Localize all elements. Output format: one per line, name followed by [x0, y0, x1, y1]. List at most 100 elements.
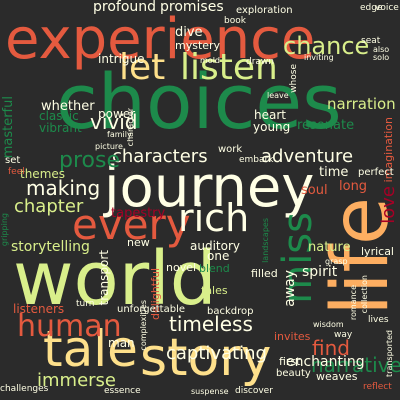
word-collection: collection — [360, 275, 369, 314]
word-inviting: inviting — [304, 53, 334, 62]
word-chance: chance — [283, 32, 370, 60]
word-character: character — [126, 108, 135, 147]
word-lyrical: lyrical — [361, 245, 394, 258]
word-also: also — [373, 45, 390, 54]
word-characters: characters — [112, 146, 208, 167]
word-feel: feel — [8, 167, 25, 177]
word-picture: picture — [95, 142, 123, 151]
word-profound: profound — [93, 0, 157, 15]
word-transported: transported — [385, 330, 394, 377]
word-book: book — [224, 16, 246, 26]
word-auditory: auditory — [190, 239, 240, 253]
word-suspense: suspense — [191, 387, 229, 396]
word-find: find — [312, 336, 350, 360]
word-exploration: exploration — [236, 5, 293, 16]
word-soul: soul — [301, 183, 328, 198]
word-vivid: vivid — [90, 110, 138, 134]
word-prose: prose — [59, 148, 120, 173]
word-long: long — [339, 179, 368, 194]
word-blend: blend — [199, 262, 230, 275]
word-dive: dive — [175, 25, 203, 40]
word-narration: narration — [327, 95, 396, 113]
word-edge: edge — [360, 3, 383, 13]
word-intrigue: intrigue — [98, 52, 145, 66]
word-making: making — [26, 176, 101, 200]
word-whether: whether — [41, 99, 95, 114]
word-complexities: complexities — [139, 300, 148, 351]
word-adventure: adventure — [261, 146, 354, 167]
word-romance: romance — [349, 285, 358, 321]
word-immerse: immerse — [37, 370, 116, 391]
word-narrative: narrative — [311, 353, 400, 377]
word-storytelling: storytelling — [11, 239, 90, 255]
word-embark: embark — [239, 155, 274, 165]
word-work: work — [218, 144, 243, 155]
word-enchanting: enchanting — [286, 354, 365, 370]
word-mystery: mystery — [175, 39, 221, 52]
word-discover: discover — [235, 386, 273, 396]
word-unforgettable: unforgettable — [117, 304, 185, 315]
word-family: family — [107, 130, 132, 139]
word-beauty: beauty — [276, 368, 311, 379]
word-let: let — [119, 47, 166, 88]
word-world: world — [13, 236, 217, 322]
word-listeners: listeners — [13, 302, 65, 316]
word-spirit: spirit — [302, 264, 338, 280]
word-journey: journey — [104, 155, 315, 220]
word-love: love — [378, 186, 399, 224]
word-perfect: perfect — [358, 167, 394, 178]
word-new: new — [127, 236, 150, 249]
word-wisdom: wisdom — [313, 320, 344, 329]
word-leave: leave — [267, 91, 289, 100]
word-timeless: timeless — [169, 312, 253, 336]
word-backdrop: backdrop — [207, 306, 254, 317]
word-lives: lives — [368, 315, 389, 325]
word-man: man — [108, 336, 135, 350]
word-tale: tale — [43, 320, 138, 378]
word-captivating: captivating — [166, 343, 267, 364]
word-promises: promises — [160, 0, 224, 15]
word-tapestry: tapestry — [111, 206, 166, 221]
word-first: first — [279, 355, 301, 368]
word-challenges: challenges — [0, 384, 49, 394]
word-masterful: masterful — [1, 96, 16, 159]
word-vibrant: vibrant — [39, 121, 82, 135]
word-way: way — [334, 330, 353, 340]
word-story: story — [140, 328, 272, 388]
word-filled: filled — [251, 267, 278, 280]
word-turn: turn — [76, 299, 95, 309]
word-landscapes: landscapes — [261, 218, 270, 263]
word-away: away — [282, 270, 298, 307]
word-time: time — [319, 165, 349, 180]
word-one: one — [207, 249, 230, 263]
word-seat: seat — [361, 36, 381, 46]
word-resonate: resonate — [297, 118, 355, 133]
word-transport: transport — [97, 250, 111, 306]
word-experience: experience — [5, 7, 316, 72]
word-set: set — [5, 155, 21, 166]
word-gripping: gripping — [0, 213, 9, 247]
word-weaves: weaves — [316, 370, 358, 383]
word-whose: whose — [289, 64, 299, 93]
word-themes: themes — [20, 167, 66, 181]
word-grasp: grasp — [325, 257, 348, 266]
word-heart: heart — [254, 108, 286, 122]
word-human: human — [17, 309, 122, 344]
word-power: power — [98, 107, 136, 121]
word-classic: classic — [39, 109, 79, 123]
word-listen: listen — [180, 47, 278, 88]
word-solo: solo — [373, 53, 390, 62]
word-novel: novel — [166, 261, 197, 274]
word-rich: rich — [178, 196, 250, 240]
word-essence: essence — [104, 386, 141, 396]
word-young: young — [253, 120, 291, 134]
word-mold: mold — [200, 56, 220, 65]
word-invites: invites — [274, 330, 311, 343]
word-drawn: drawn — [246, 57, 274, 67]
word-nature: nature — [308, 240, 351, 255]
word-tales: tales — [201, 284, 228, 297]
word-chapter: chapter — [14, 196, 84, 217]
word-reflect: reflect — [363, 382, 392, 392]
word-choices: choices — [56, 57, 342, 146]
